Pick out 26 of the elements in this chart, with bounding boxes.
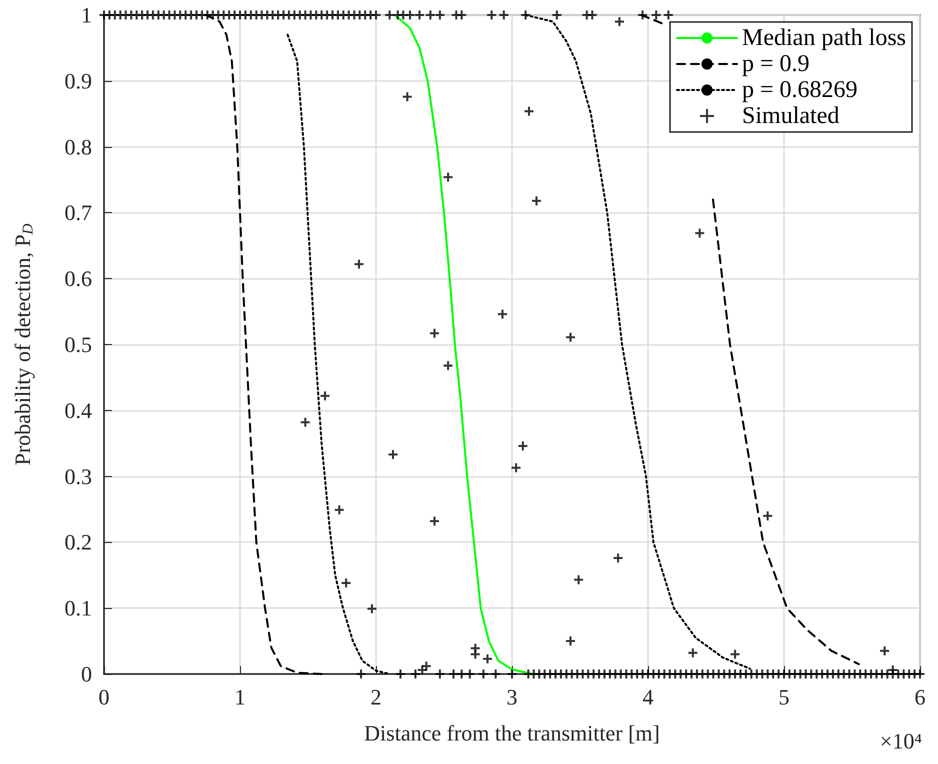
y-tick-label: 0 [81,662,92,686]
x-tick-label: 3 [506,684,518,710]
x-tick-label: 2 [370,684,382,710]
x-tick-label: 5 [778,684,790,710]
x-tick-label: 6 [914,684,926,710]
y-tick-label: 0.3 [64,464,92,489]
x-tick-label: 0 [98,684,110,710]
x-axis-title: Distance from the transmitter [m] [364,720,660,746]
y-tick-label: 0.1 [64,596,92,621]
x-tick-label: 4 [642,684,654,710]
legend-label: Median path loss [742,25,906,51]
y-tick-label: 1 [81,2,92,28]
y-tick-label: 0.7 [64,200,92,226]
y-tick-label: 0.6 [64,266,92,292]
text: ×10⁴ [880,728,922,754]
y-tick-label: 0.8 [64,134,92,160]
y-axis-title: Probability of detection, PD [10,223,36,466]
y-tick-label: 0.9 [64,68,92,94]
y-tick-label: 0.5 [64,332,92,357]
line-series [395,15,534,675]
legend-label: Simulated [742,103,840,129]
legend-label: p = 0.9 [742,51,810,77]
x-tick-label: 1 [234,684,246,710]
y-tick-label: 0.2 [64,530,92,555]
legend-label: p = 0.68269 [742,77,858,103]
y-tick-label: 0.4 [64,398,92,423]
